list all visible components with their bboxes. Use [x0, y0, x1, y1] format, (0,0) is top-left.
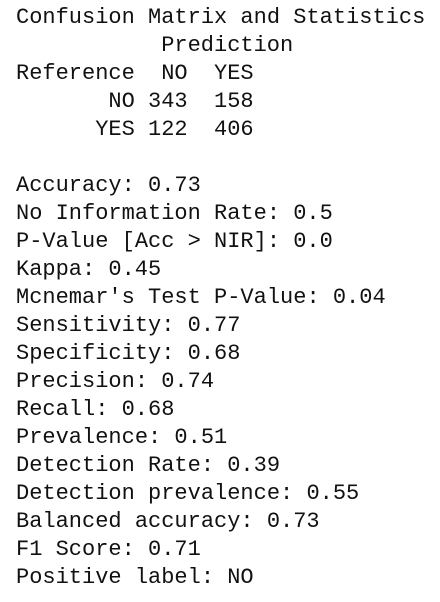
statistic-value: 0.51: [174, 425, 228, 450]
statistic: Precision: 0.74: [16, 368, 214, 396]
statistic-value: 0.74: [161, 369, 215, 394]
title: Confusion Matrix and Statistics: [16, 5, 426, 30]
row-label: YES: [95, 117, 135, 142]
statistic-label: Mcnemar's Test P-Value:: [16, 285, 320, 310]
statistic: Kappa: 0.45: [16, 256, 161, 284]
statistic-value: 0.77: [187, 313, 241, 338]
statistic: Detection Rate: 0.39: [16, 452, 280, 480]
statistic-label: Specificity:: [16, 341, 175, 366]
cell: 406: [214, 117, 254, 142]
statistic: Recall: 0.68: [16, 396, 174, 424]
statistic-label: Detection Rate:: [16, 453, 215, 478]
column-label: YES: [214, 61, 254, 86]
statistic: Balanced accuracy: 0.73: [16, 508, 320, 536]
statistic-label: No Information Rate:: [16, 201, 281, 226]
statistic-value: 0.55: [306, 481, 360, 506]
statistic-label: Precision:: [16, 369, 149, 394]
cell: 158: [214, 89, 254, 114]
statistic: Mcnemar's Test P-Value: 0.04: [16, 284, 386, 312]
statistic: F1 Score: 0.71: [16, 536, 201, 564]
statistic-value: 0.0: [293, 229, 333, 254]
statistic: P-Value [Acc > NIR]: 0.0: [16, 228, 333, 256]
row-label: NO: [108, 89, 135, 114]
statistic-value: 0.71: [148, 537, 201, 562]
statistic-label: Recall:: [16, 397, 109, 422]
statistic-label: Prevalence:: [16, 425, 162, 450]
statistic: Detection prevalence: 0.55: [16, 480, 359, 508]
column-label: NO: [161, 61, 188, 86]
statistic: Accuracy: 0.73: [16, 172, 201, 200]
statistic-value: 0.04: [332, 285, 386, 310]
statistic: Prevalence: 0.51: [16, 424, 227, 452]
statistic: No Information Rate: 0.5: [16, 200, 333, 228]
statistic-label: P-Value [Acc > NIR]:: [16, 229, 281, 254]
statistic-label: F1 Score:: [16, 537, 135, 562]
statistic: Specificity: 0.68: [16, 340, 240, 368]
statistic: Sensitivity: 0.77: [16, 312, 240, 340]
statistic-value: 0.73: [148, 173, 201, 198]
column-header: Prediction: [161, 33, 294, 58]
statistic-value: 0.45: [108, 257, 162, 282]
statistic: Positive label: NO: [16, 564, 254, 592]
statistic-label: Balanced accuracy:: [16, 509, 254, 534]
statistic-value: 0.68: [187, 341, 241, 366]
statistic-value: 0.68: [121, 397, 175, 422]
cell: 122: [148, 117, 188, 142]
statistic-value: 0.73: [266, 509, 320, 534]
statistic-label: Positive label:: [16, 565, 215, 590]
statistic-label: Accuracy:: [16, 173, 135, 198]
statistic-label: Kappa:: [16, 257, 96, 282]
statistic-value: 0.5: [293, 201, 333, 226]
statistic-value: 0.39: [227, 453, 281, 478]
statistic-value: NO: [227, 565, 254, 590]
statistic-label: Sensitivity:: [16, 313, 175, 338]
cell: 343: [148, 89, 188, 114]
row-header: Reference: [16, 61, 135, 86]
statistic-label: Detection prevalence:: [16, 481, 294, 506]
